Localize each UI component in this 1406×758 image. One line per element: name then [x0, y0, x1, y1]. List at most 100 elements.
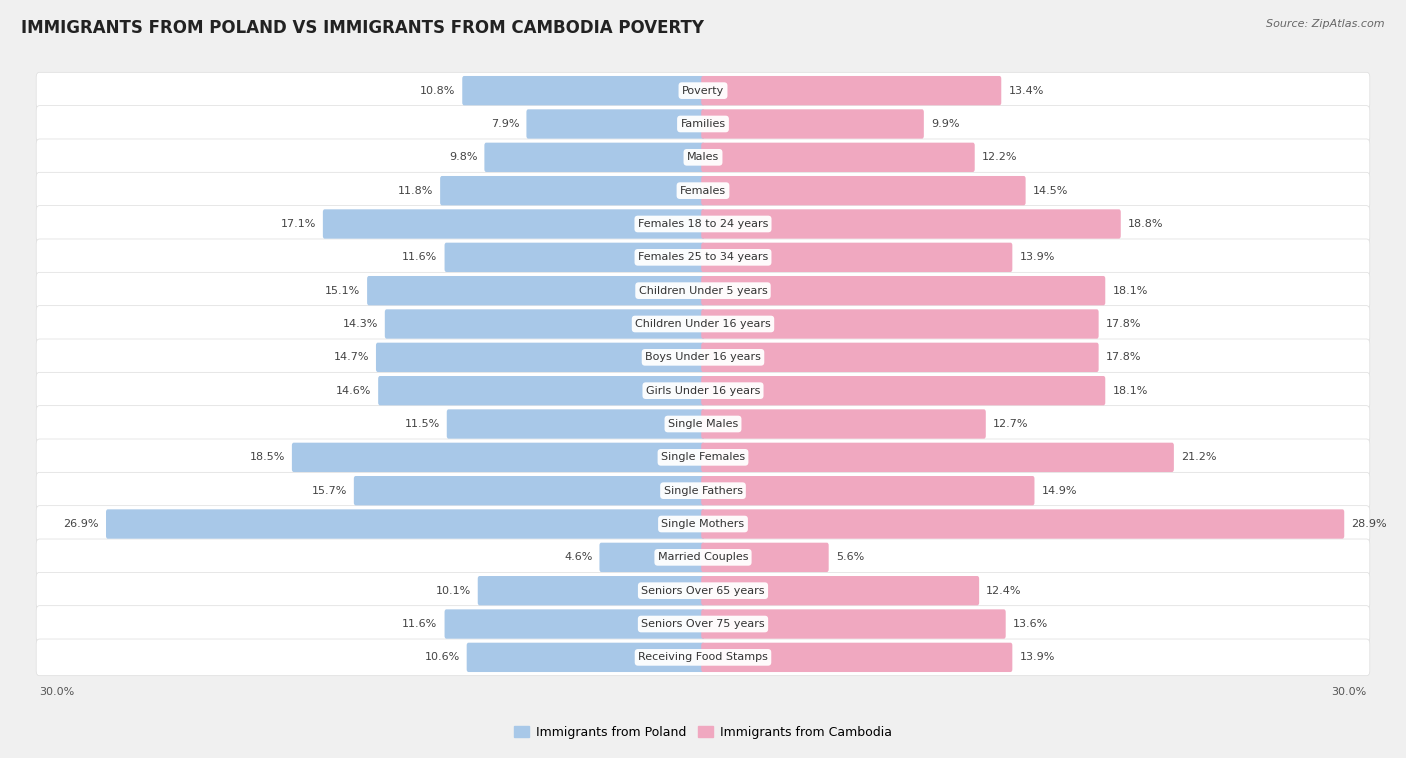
- FancyBboxPatch shape: [702, 443, 1174, 472]
- Text: 12.2%: 12.2%: [981, 152, 1018, 162]
- FancyBboxPatch shape: [105, 509, 704, 539]
- FancyBboxPatch shape: [702, 476, 1035, 506]
- Text: 7.9%: 7.9%: [491, 119, 519, 129]
- FancyBboxPatch shape: [378, 376, 704, 406]
- FancyBboxPatch shape: [37, 439, 1369, 476]
- FancyBboxPatch shape: [323, 209, 704, 239]
- Text: 12.7%: 12.7%: [993, 419, 1028, 429]
- FancyBboxPatch shape: [354, 476, 704, 506]
- FancyBboxPatch shape: [702, 276, 1105, 305]
- Text: 9.8%: 9.8%: [449, 152, 477, 162]
- Text: 13.9%: 13.9%: [1019, 252, 1054, 262]
- Text: 17.8%: 17.8%: [1105, 319, 1142, 329]
- FancyBboxPatch shape: [37, 105, 1369, 143]
- FancyBboxPatch shape: [37, 239, 1369, 276]
- Text: 14.9%: 14.9%: [1042, 486, 1077, 496]
- Text: 10.1%: 10.1%: [436, 586, 471, 596]
- Text: 28.9%: 28.9%: [1351, 519, 1386, 529]
- FancyBboxPatch shape: [702, 76, 1001, 105]
- Text: 14.3%: 14.3%: [342, 319, 378, 329]
- Text: 4.6%: 4.6%: [564, 553, 592, 562]
- Text: Single Females: Single Females: [661, 453, 745, 462]
- Text: IMMIGRANTS FROM POLAND VS IMMIGRANTS FROM CAMBODIA POVERTY: IMMIGRANTS FROM POLAND VS IMMIGRANTS FRO…: [21, 19, 704, 37]
- FancyBboxPatch shape: [37, 339, 1369, 376]
- FancyBboxPatch shape: [37, 72, 1369, 109]
- FancyBboxPatch shape: [375, 343, 704, 372]
- FancyBboxPatch shape: [599, 543, 704, 572]
- Text: Seniors Over 65 years: Seniors Over 65 years: [641, 586, 765, 596]
- Text: 13.4%: 13.4%: [1008, 86, 1043, 96]
- Text: Males: Males: [688, 152, 718, 162]
- FancyBboxPatch shape: [37, 506, 1369, 542]
- FancyBboxPatch shape: [702, 643, 1012, 672]
- FancyBboxPatch shape: [702, 343, 1098, 372]
- FancyBboxPatch shape: [444, 243, 704, 272]
- Text: Families: Families: [681, 119, 725, 129]
- FancyBboxPatch shape: [37, 639, 1369, 675]
- FancyBboxPatch shape: [702, 576, 979, 606]
- Text: Single Fathers: Single Fathers: [664, 486, 742, 496]
- Text: 10.8%: 10.8%: [420, 86, 456, 96]
- FancyBboxPatch shape: [702, 243, 1012, 272]
- FancyBboxPatch shape: [37, 305, 1369, 343]
- Text: Source: ZipAtlas.com: Source: ZipAtlas.com: [1267, 19, 1385, 29]
- Text: 13.9%: 13.9%: [1019, 653, 1054, 662]
- Text: 15.1%: 15.1%: [325, 286, 360, 296]
- Text: 17.8%: 17.8%: [1105, 352, 1142, 362]
- FancyBboxPatch shape: [37, 606, 1369, 642]
- Text: 9.9%: 9.9%: [931, 119, 959, 129]
- FancyBboxPatch shape: [702, 143, 974, 172]
- Text: 11.5%: 11.5%: [405, 419, 440, 429]
- Text: Married Couples: Married Couples: [658, 553, 748, 562]
- FancyBboxPatch shape: [478, 576, 704, 606]
- FancyBboxPatch shape: [702, 609, 1005, 639]
- Text: Females: Females: [681, 186, 725, 196]
- Text: 18.5%: 18.5%: [249, 453, 285, 462]
- Text: 18.1%: 18.1%: [1112, 386, 1147, 396]
- FancyBboxPatch shape: [444, 609, 704, 639]
- Text: 14.5%: 14.5%: [1032, 186, 1069, 196]
- Text: 15.7%: 15.7%: [311, 486, 347, 496]
- FancyBboxPatch shape: [37, 539, 1369, 575]
- FancyBboxPatch shape: [292, 443, 704, 472]
- Text: 30.0%: 30.0%: [39, 688, 75, 697]
- FancyBboxPatch shape: [702, 543, 828, 572]
- FancyBboxPatch shape: [37, 372, 1369, 409]
- Text: Receiving Food Stamps: Receiving Food Stamps: [638, 653, 768, 662]
- Text: 13.6%: 13.6%: [1012, 619, 1047, 629]
- FancyBboxPatch shape: [463, 76, 704, 105]
- Text: 11.8%: 11.8%: [398, 186, 433, 196]
- Text: 11.6%: 11.6%: [402, 619, 437, 629]
- Text: Poverty: Poverty: [682, 86, 724, 96]
- Text: Children Under 16 years: Children Under 16 years: [636, 319, 770, 329]
- FancyBboxPatch shape: [37, 472, 1369, 509]
- FancyBboxPatch shape: [385, 309, 704, 339]
- FancyBboxPatch shape: [37, 272, 1369, 309]
- FancyBboxPatch shape: [37, 172, 1369, 209]
- FancyBboxPatch shape: [702, 376, 1105, 406]
- Legend: Immigrants from Poland, Immigrants from Cambodia: Immigrants from Poland, Immigrants from …: [515, 726, 891, 739]
- FancyBboxPatch shape: [37, 572, 1369, 609]
- Text: 12.4%: 12.4%: [986, 586, 1022, 596]
- Text: Seniors Over 75 years: Seniors Over 75 years: [641, 619, 765, 629]
- FancyBboxPatch shape: [485, 143, 704, 172]
- Text: Single Mothers: Single Mothers: [661, 519, 745, 529]
- Text: 10.6%: 10.6%: [425, 653, 460, 662]
- FancyBboxPatch shape: [37, 139, 1369, 176]
- Text: 11.6%: 11.6%: [402, 252, 437, 262]
- Text: 30.0%: 30.0%: [1331, 688, 1367, 697]
- FancyBboxPatch shape: [702, 209, 1121, 239]
- FancyBboxPatch shape: [702, 176, 1025, 205]
- Text: 18.8%: 18.8%: [1128, 219, 1163, 229]
- FancyBboxPatch shape: [526, 109, 704, 139]
- Text: Children Under 5 years: Children Under 5 years: [638, 286, 768, 296]
- Text: Boys Under 16 years: Boys Under 16 years: [645, 352, 761, 362]
- Text: 5.6%: 5.6%: [835, 553, 865, 562]
- FancyBboxPatch shape: [702, 309, 1098, 339]
- FancyBboxPatch shape: [440, 176, 704, 205]
- FancyBboxPatch shape: [367, 276, 704, 305]
- Text: 26.9%: 26.9%: [63, 519, 98, 529]
- Text: Females 18 to 24 years: Females 18 to 24 years: [638, 219, 768, 229]
- Text: 18.1%: 18.1%: [1112, 286, 1147, 296]
- FancyBboxPatch shape: [467, 643, 704, 672]
